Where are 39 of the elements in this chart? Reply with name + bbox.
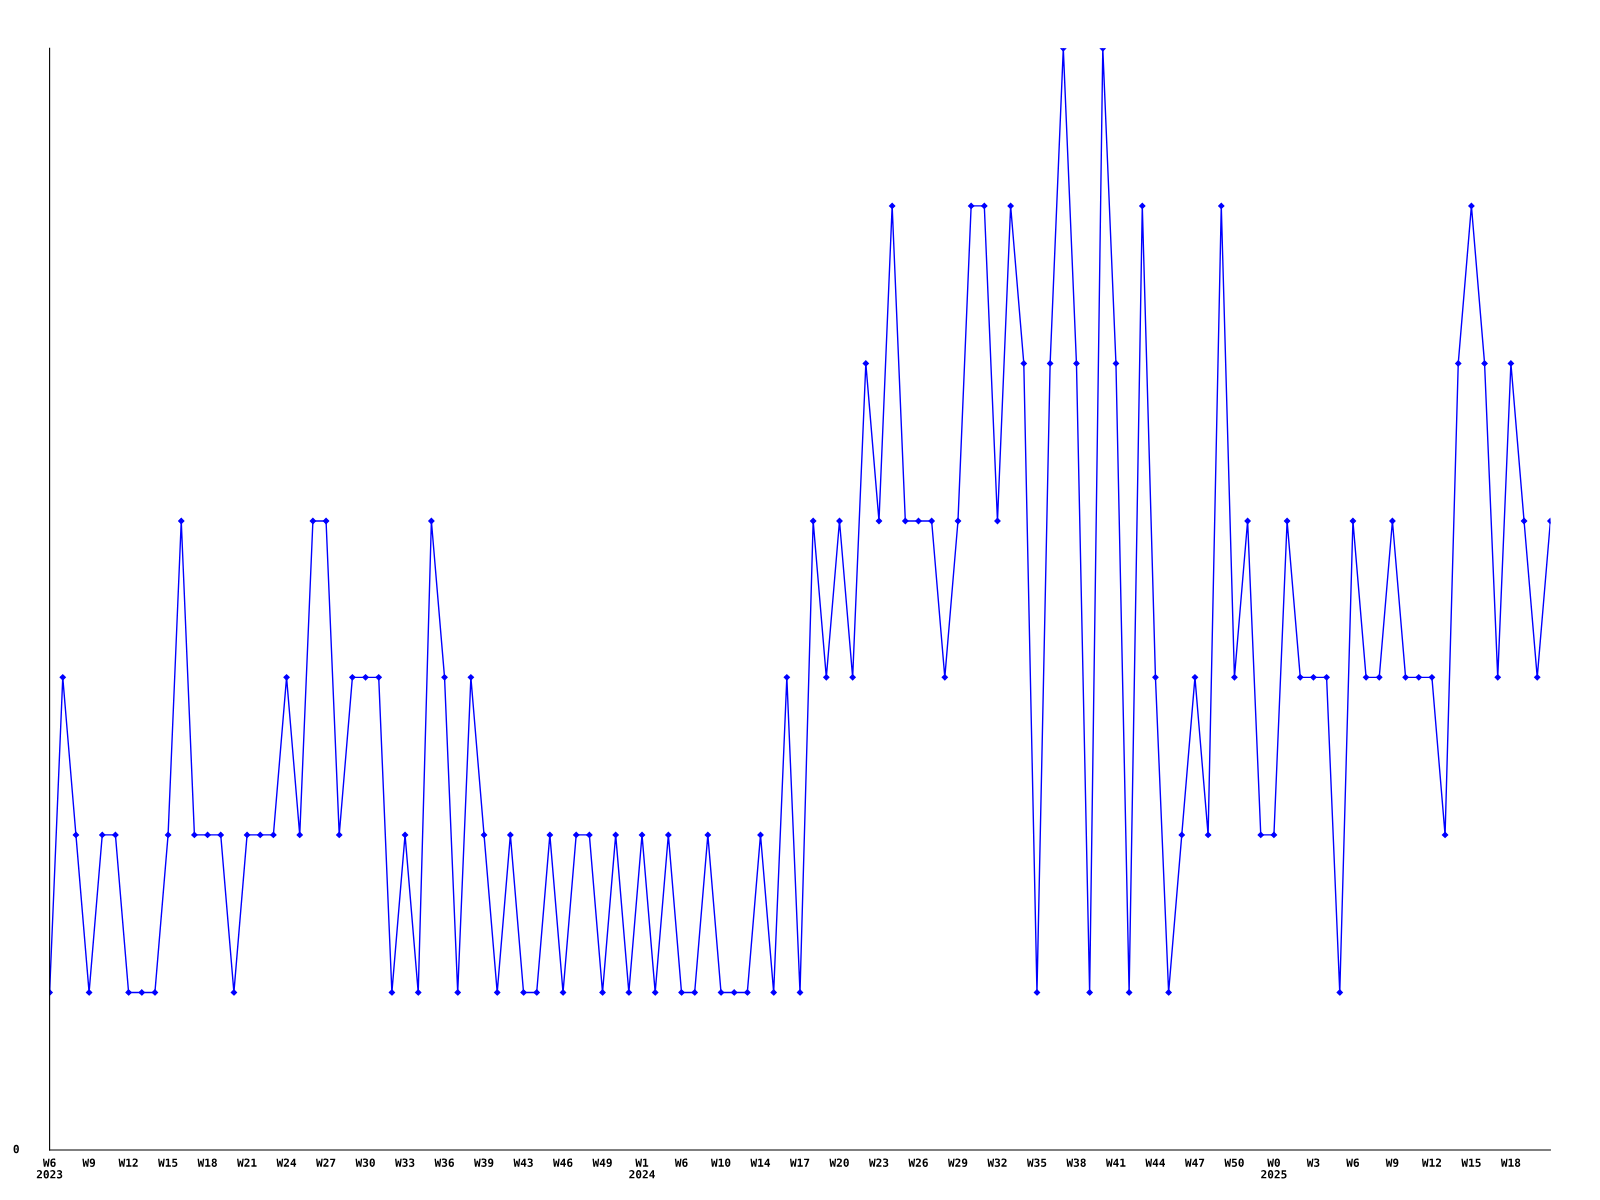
x-tick-label: W9 — [1385, 1158, 1399, 1167]
x-tick-label: W44 — [1145, 1158, 1165, 1167]
x-tick-label: W43 — [513, 1158, 533, 1167]
x-tick-label: W26 — [908, 1158, 928, 1167]
x-tick-label: W32 — [987, 1158, 1007, 1167]
x-tick-label: W15 — [1461, 1158, 1481, 1167]
x-tick-label: W23 — [868, 1158, 889, 1167]
x-tick-label: W6 2023 — [36, 1158, 63, 1179]
x-tick-label: W3 — [1306, 1158, 1320, 1167]
x-tick-label: W20 — [829, 1158, 849, 1167]
x-tick-label: W46 — [553, 1158, 573, 1167]
x-tick-label: W47 — [1184, 1158, 1205, 1167]
x-tick-label: W17 — [789, 1158, 810, 1167]
x-tick-label: W6 — [1346, 1158, 1360, 1167]
x-tick-label: W41 — [1105, 1158, 1126, 1167]
x-tick-label: W9 — [82, 1158, 96, 1167]
x-tick-label: W21 — [237, 1158, 257, 1167]
x-tick-label: W18 — [1500, 1158, 1521, 1167]
x-tick-label: W30 — [355, 1158, 375, 1167]
x-tick-label: W12 — [118, 1158, 138, 1167]
x-tick-label: W49 — [592, 1158, 612, 1167]
x-tick-label: W38 — [1066, 1158, 1086, 1167]
x-tick-label: W24 — [276, 1158, 297, 1167]
x-tick-label: W10 — [710, 1158, 731, 1167]
x-tick-label: W36 — [434, 1158, 454, 1167]
x-tick-label: W50 — [1224, 1158, 1244, 1167]
x-tick-label: W33 — [395, 1158, 415, 1167]
x-tick-label: W1 2024 — [629, 1158, 655, 1179]
x-tick-label: W15 — [158, 1158, 178, 1167]
x-tick-label: W39 — [474, 1158, 494, 1167]
x-tick-label: W12 — [1421, 1158, 1442, 1167]
x-tick-label: W27 — [316, 1158, 336, 1167]
text: 0 — [13, 1144, 19, 1154]
x-tick-label: W18 — [197, 1158, 217, 1167]
x-tick-label: W29 — [947, 1158, 968, 1167]
x-tick-label: W14 — [750, 1158, 771, 1167]
x-tick-label: W35 — [1026, 1158, 1047, 1167]
x-tick-label: W0 2025 — [1261, 1158, 1287, 1179]
x-tick-label: W6 — [674, 1158, 688, 1167]
